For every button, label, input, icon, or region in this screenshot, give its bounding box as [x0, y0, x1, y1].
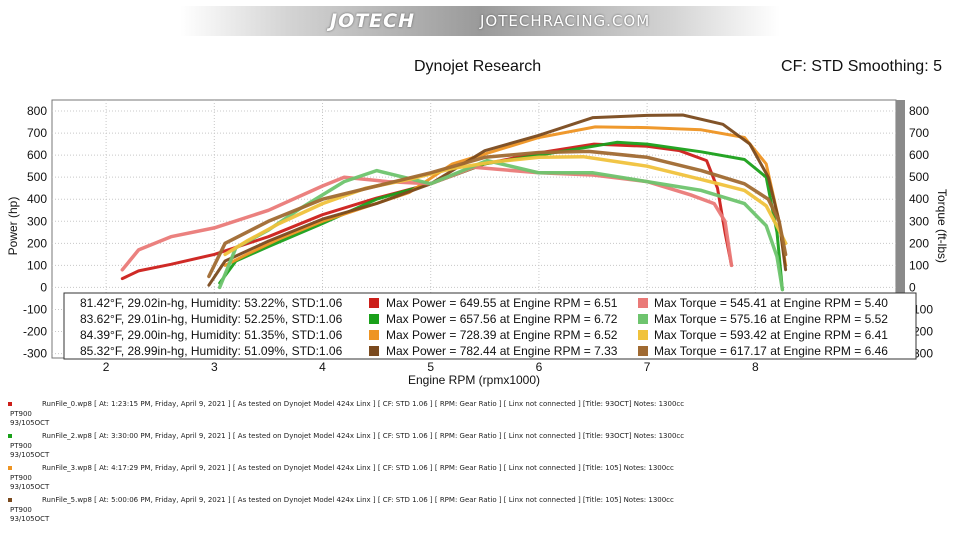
- x-tick-label: 6: [536, 360, 543, 374]
- legend-torque-swatch: [638, 314, 648, 324]
- x-tick-label: 4: [319, 360, 326, 374]
- x-axis-label: Engine RPM (rpmx1000): [408, 373, 540, 387]
- x-tick-label: 7: [644, 360, 651, 374]
- legend-torque-text: Max Torque = 545.41 at Engine RPM = 5.40: [654, 296, 888, 310]
- y-right-tick-label: 800: [909, 104, 929, 118]
- y-right-tick-label: 300: [909, 214, 929, 228]
- brand-logo: JOTECH: [330, 10, 416, 32]
- run-color-swatch: [8, 434, 12, 438]
- y-left-tick-label: 400: [27, 192, 47, 206]
- legend-power-text: Max Power = 782.44 at Engine RPM = 7.33: [386, 344, 618, 358]
- legend-power-swatch: [369, 346, 379, 356]
- legend-condition-text: 84.39°F, 29.00in-hg, Humidity: 51.35%, S…: [80, 328, 343, 342]
- y-left-tick-label: -300: [23, 347, 47, 361]
- power-curve-run-5: [207, 113, 788, 287]
- run-file-description: RunFile_0.wp8 [ At: 1:23:15 PM, Friday, …: [42, 400, 685, 408]
- y-left-tick-label: 500: [27, 170, 47, 184]
- torque-curve-run-5: [207, 149, 788, 279]
- run-file-note-1: PT900: [10, 410, 32, 418]
- run-file-note-1: PT900: [10, 474, 32, 482]
- run-file-note-1: PT900: [10, 506, 32, 514]
- x-tick-label: 2: [103, 360, 110, 374]
- run-file-note-2: 93/105OCT: [10, 515, 50, 523]
- legend-torque: Max Torque = 545.41 at Engine RPM = 5.40…: [638, 296, 888, 358]
- chart-header-title: Dynojet Research: [414, 58, 542, 75]
- y-right-tick-label: 100: [909, 258, 929, 272]
- legend-conditions: 81.42°F, 29.02in-hg, Humidity: 53.22%, S…: [80, 296, 343, 358]
- y-left-tick-label: 0: [40, 280, 47, 294]
- legend-torque-swatch: [638, 330, 648, 340]
- run-file-description: RunFile_5.wp8 [ At: 5:00:06 PM, Friday, …: [42, 496, 674, 504]
- correction-factor-label: CF: STD Smoothing: 5: [781, 58, 942, 75]
- legend-power-text: Max Power = 649.55 at Engine RPM = 6.51: [386, 296, 618, 310]
- x-tick-label: 5: [427, 360, 434, 374]
- y-left-tick-label: -100: [23, 302, 47, 316]
- legend-torque-text: Max Torque = 593.42 at Engine RPM = 6.41: [654, 328, 888, 342]
- y-right-tick-label: 200: [909, 236, 929, 250]
- legend-power-swatch: [369, 314, 379, 324]
- run-color-swatch: [8, 498, 12, 502]
- y-right-tick-label: 400: [909, 192, 929, 206]
- y-axis-right-label: Torque (ft-lbs): [935, 189, 949, 263]
- legend-condition-text: 83.62°F, 29.01in-hg, Humidity: 52.25%, S…: [80, 312, 343, 326]
- legend-condition-text: 85.32°F, 28.99in-hg, Humidity: 51.09%, S…: [80, 344, 343, 358]
- power-curve-run-3: [223, 125, 788, 267]
- y-left-tick-label: 300: [27, 214, 47, 228]
- right-axis-strip: [896, 100, 905, 358]
- run-file-note-2: 93/105OCT: [10, 483, 50, 491]
- x-axis-ticks: 2 3 4 5 6 7 8: [103, 360, 759, 374]
- x-tick-label: 8: [752, 360, 759, 374]
- run-color-swatch: [8, 402, 12, 406]
- legend-power: Max Power = 649.55 at Engine RPM = 6.51 M…: [369, 296, 618, 358]
- legend-torque-text: Max Torque = 575.16 at Engine RPM = 5.52: [654, 312, 888, 326]
- run-file-note-2: 93/105OCT: [10, 451, 50, 459]
- x-tick-label: 3: [211, 360, 218, 374]
- run-file-note-2: 93/105OCT: [10, 419, 50, 427]
- legend-torque-swatch: [638, 298, 648, 308]
- legend-power-swatch: [369, 298, 379, 308]
- legend-box: 81.42°F, 29.02in-hg, Humidity: 53.22%, S…: [63, 292, 917, 360]
- y-axis-left-ticks: 800 700 600 500 400 300 200 100 0 -100 -200 -300: [23, 104, 47, 361]
- run-file-note-1: PT900: [10, 442, 32, 450]
- run-color-swatch: [8, 466, 12, 470]
- y-axis-left-label: Power (hp): [6, 197, 20, 256]
- run-file-description: RunFile_2.wp8 [ At: 3:30:00 PM, Friday, …: [42, 432, 685, 440]
- brand-banner: JOTECH JOTECHRACING.COM: [180, 6, 780, 36]
- legend-power-swatch: [369, 330, 379, 340]
- y-left-tick-label: 700: [27, 126, 47, 140]
- y-right-tick-label: 700: [909, 126, 929, 140]
- legend-power-text: Max Power = 728.39 at Engine RPM = 6.52: [386, 328, 618, 342]
- y-right-tick-label: 600: [909, 148, 929, 162]
- y-right-tick-label: 500: [909, 170, 929, 184]
- series-group: [120, 113, 788, 292]
- legend-torque-text: Max Torque = 617.17 at Engine RPM = 6.46: [654, 344, 888, 358]
- y-left-tick-label: 100: [27, 258, 47, 272]
- y-left-tick-label: 200: [27, 236, 47, 250]
- legend-condition-text: 81.42°F, 29.02in-hg, Humidity: 53.22%, S…: [80, 296, 343, 310]
- torque-curve-run-3: [223, 154, 788, 257]
- legend-torque-swatch: [638, 346, 648, 356]
- y-left-tick-label: 600: [27, 148, 47, 162]
- y-left-tick-label: -200: [23, 325, 47, 339]
- brand-site: JOTECHRACING.COM: [480, 12, 651, 30]
- legend-power-text: Max Power = 657.56 at Engine RPM = 6.72: [386, 312, 618, 326]
- y-left-tick-label: 800: [27, 104, 47, 118]
- run-file-description: RunFile_3.wp8 [ At: 4:17:29 PM, Friday, …: [42, 464, 674, 472]
- y-right-tick-label: 0: [909, 280, 916, 294]
